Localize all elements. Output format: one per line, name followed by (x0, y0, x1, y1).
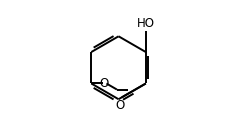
Text: HO: HO (137, 17, 155, 30)
Text: O: O (115, 99, 124, 112)
Text: O: O (99, 77, 109, 90)
